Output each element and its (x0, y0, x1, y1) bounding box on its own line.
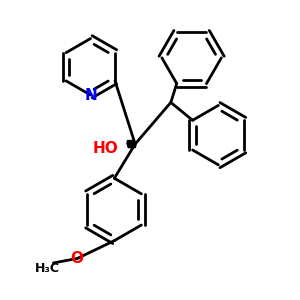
Text: O: O (71, 251, 84, 266)
Text: H₃C: H₃C (35, 262, 60, 275)
Text: N: N (84, 88, 97, 103)
Text: HO: HO (92, 141, 118, 156)
